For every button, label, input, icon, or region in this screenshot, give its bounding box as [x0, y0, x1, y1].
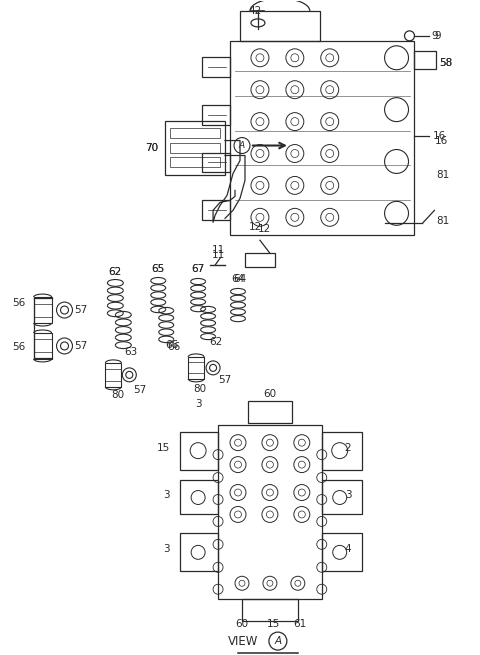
- Bar: [170, 128, 220, 138]
- Text: 70: 70: [145, 143, 158, 153]
- Text: 11: 11: [211, 250, 225, 260]
- Bar: [34, 297, 51, 323]
- Text: 2: 2: [345, 443, 351, 453]
- Bar: [230, 41, 415, 235]
- Text: 16: 16: [432, 130, 446, 141]
- Text: 3: 3: [164, 489, 170, 500]
- Bar: [322, 533, 361, 571]
- Text: 66: 66: [166, 340, 179, 350]
- Bar: [322, 432, 361, 470]
- Bar: [170, 157, 220, 168]
- Text: 81: 81: [436, 216, 450, 227]
- Text: 67: 67: [192, 264, 205, 274]
- Text: 9: 9: [434, 31, 441, 41]
- Text: 57: 57: [74, 341, 88, 351]
- Text: 57: 57: [218, 375, 231, 385]
- Text: 12: 12: [258, 224, 272, 234]
- Text: 70: 70: [145, 143, 158, 153]
- Bar: [34, 333, 51, 359]
- Text: 11: 11: [211, 245, 225, 255]
- Text: 16: 16: [434, 136, 448, 145]
- Bar: [170, 143, 220, 153]
- Text: 65: 65: [152, 264, 165, 274]
- Text: 57: 57: [74, 305, 88, 315]
- Bar: [180, 479, 218, 514]
- Bar: [188, 357, 204, 379]
- Text: 67: 67: [192, 264, 205, 274]
- Text: 64: 64: [231, 274, 245, 284]
- Bar: [202, 105, 230, 124]
- Bar: [202, 57, 230, 77]
- Text: 3: 3: [345, 489, 351, 500]
- Text: 80: 80: [193, 384, 207, 394]
- Text: VIEW: VIEW: [228, 635, 258, 648]
- Text: 56: 56: [12, 342, 25, 352]
- Text: 63: 63: [125, 347, 138, 357]
- Bar: [165, 121, 225, 176]
- Text: 66: 66: [168, 342, 181, 352]
- Text: 62: 62: [109, 267, 122, 277]
- Text: 58: 58: [439, 58, 453, 67]
- Bar: [106, 363, 121, 387]
- Text: 60: 60: [264, 389, 276, 399]
- Text: 12: 12: [248, 222, 262, 233]
- Bar: [202, 200, 230, 220]
- Text: A: A: [239, 141, 245, 150]
- Bar: [245, 253, 275, 267]
- Text: 64: 64: [233, 274, 247, 284]
- Bar: [180, 533, 218, 571]
- Text: 58: 58: [439, 58, 453, 67]
- Text: 4: 4: [345, 544, 351, 554]
- Text: 15: 15: [267, 619, 280, 629]
- Bar: [242, 599, 298, 621]
- Text: 3: 3: [164, 544, 170, 554]
- Text: 42: 42: [248, 6, 262, 16]
- Bar: [202, 153, 230, 172]
- Bar: [240, 11, 320, 41]
- Bar: [415, 51, 436, 69]
- Bar: [322, 479, 361, 514]
- Text: 81: 81: [436, 170, 450, 180]
- Text: 60: 60: [235, 619, 249, 629]
- Text: 9: 9: [432, 31, 438, 41]
- Text: 62: 62: [209, 337, 223, 347]
- Bar: [180, 432, 218, 470]
- Text: 15: 15: [157, 443, 170, 453]
- Bar: [218, 424, 322, 599]
- Text: 56: 56: [12, 298, 25, 308]
- Text: 3: 3: [195, 399, 202, 409]
- Bar: [248, 401, 292, 422]
- Text: 62: 62: [109, 267, 122, 277]
- Text: 80: 80: [111, 390, 124, 400]
- Text: 61: 61: [293, 619, 306, 629]
- Text: A: A: [275, 636, 281, 646]
- Text: 65: 65: [152, 264, 165, 274]
- Text: 57: 57: [133, 385, 146, 395]
